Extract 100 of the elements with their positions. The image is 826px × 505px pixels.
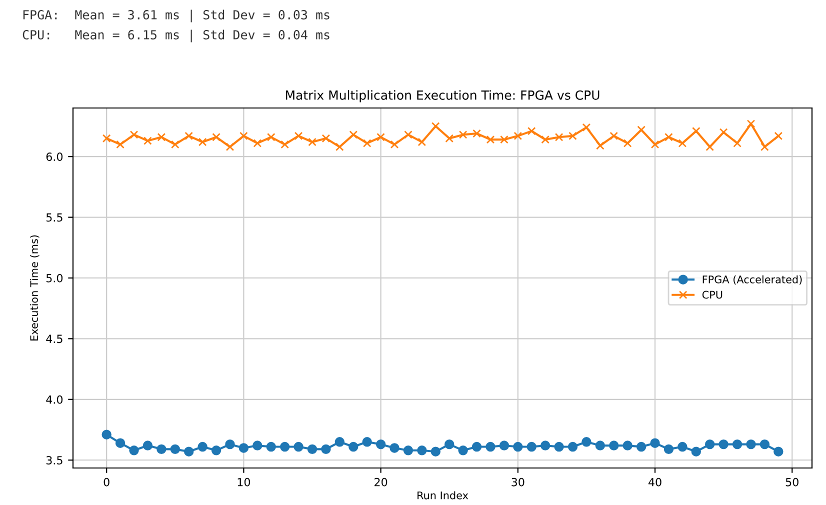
y-tick-label: 3.5 <box>46 456 62 464</box>
point <box>240 132 248 140</box>
point <box>650 140 660 149</box>
point <box>129 446 139 456</box>
y-tick-label: 6.0 <box>46 152 63 161</box>
x-tick-label: 50 <box>786 478 798 486</box>
point <box>307 444 318 454</box>
point <box>116 140 124 149</box>
point <box>170 140 180 149</box>
point <box>760 439 770 450</box>
point <box>568 132 577 140</box>
point <box>568 442 578 452</box>
point <box>541 135 550 144</box>
point <box>212 132 220 142</box>
point <box>102 134 111 143</box>
point <box>253 139 262 148</box>
point <box>445 134 454 143</box>
point <box>280 140 289 149</box>
point <box>156 444 166 454</box>
point <box>238 443 249 453</box>
y-tick-label: 5.5 <box>46 213 62 222</box>
point <box>211 446 222 456</box>
x-tick-label: 0 <box>104 478 110 486</box>
point <box>582 123 591 132</box>
point <box>225 439 235 450</box>
point <box>115 438 126 448</box>
point <box>691 446 702 456</box>
point <box>418 138 426 146</box>
point <box>514 132 522 140</box>
point <box>266 442 276 452</box>
point <box>527 126 536 136</box>
x-axis-title: Run Index <box>418 491 468 500</box>
point <box>184 446 194 456</box>
point <box>719 128 728 136</box>
point <box>622 440 632 450</box>
point <box>280 442 290 452</box>
y-tick-label: 4.0 <box>46 395 63 404</box>
point <box>472 129 481 138</box>
legend-label: CPU <box>702 290 722 299</box>
point <box>376 439 386 450</box>
x-tick-label: 20 <box>374 478 388 486</box>
point <box>746 439 756 450</box>
point <box>458 446 468 456</box>
point <box>554 132 564 142</box>
point <box>349 130 358 139</box>
point <box>130 130 138 139</box>
point <box>513 442 523 452</box>
x-tick-label: 10 <box>238 478 250 486</box>
point <box>431 122 440 130</box>
point <box>226 142 234 152</box>
point <box>362 139 372 148</box>
point <box>650 438 660 448</box>
point <box>678 139 687 148</box>
point <box>582 437 592 447</box>
text: CPU: Mean = 6.15 ms | Std Dev = 0.04 ms <box>22 30 330 42</box>
point <box>266 132 276 142</box>
point <box>321 444 331 454</box>
point <box>609 440 619 450</box>
point <box>294 442 304 452</box>
point <box>500 135 508 144</box>
point <box>144 136 152 145</box>
point <box>198 442 208 452</box>
point <box>308 138 316 146</box>
y-tick-label: 5.0 <box>46 274 63 282</box>
point <box>336 142 344 152</box>
point <box>198 138 207 146</box>
point <box>376 132 385 142</box>
point <box>334 437 345 447</box>
point <box>637 126 646 134</box>
point <box>664 444 674 454</box>
legend-label: FPGA (Accelerated) <box>702 275 802 285</box>
point <box>732 439 742 450</box>
point <box>486 442 496 452</box>
point <box>348 442 358 452</box>
point <box>170 444 180 454</box>
chart-title: Matrix Multiplication Execution Time: FPGA vs CPU <box>286 90 600 102</box>
point <box>102 430 112 440</box>
point <box>540 440 550 450</box>
point <box>664 132 673 142</box>
point <box>718 439 728 450</box>
point <box>294 132 303 140</box>
point <box>610 132 618 140</box>
point <box>403 446 414 456</box>
y-tick-label: 4.5 <box>46 334 62 344</box>
point <box>184 132 194 140</box>
point <box>623 139 632 148</box>
point <box>678 442 688 452</box>
point <box>704 439 715 450</box>
point <box>142 440 153 450</box>
point <box>746 120 756 128</box>
point <box>706 142 714 152</box>
point <box>157 132 166 142</box>
point <box>486 135 495 144</box>
point <box>774 446 784 456</box>
point <box>733 139 742 148</box>
point <box>499 440 510 450</box>
point <box>554 442 564 452</box>
point <box>430 446 441 456</box>
x-tick-label: 30 <box>512 478 524 486</box>
point <box>390 443 400 453</box>
